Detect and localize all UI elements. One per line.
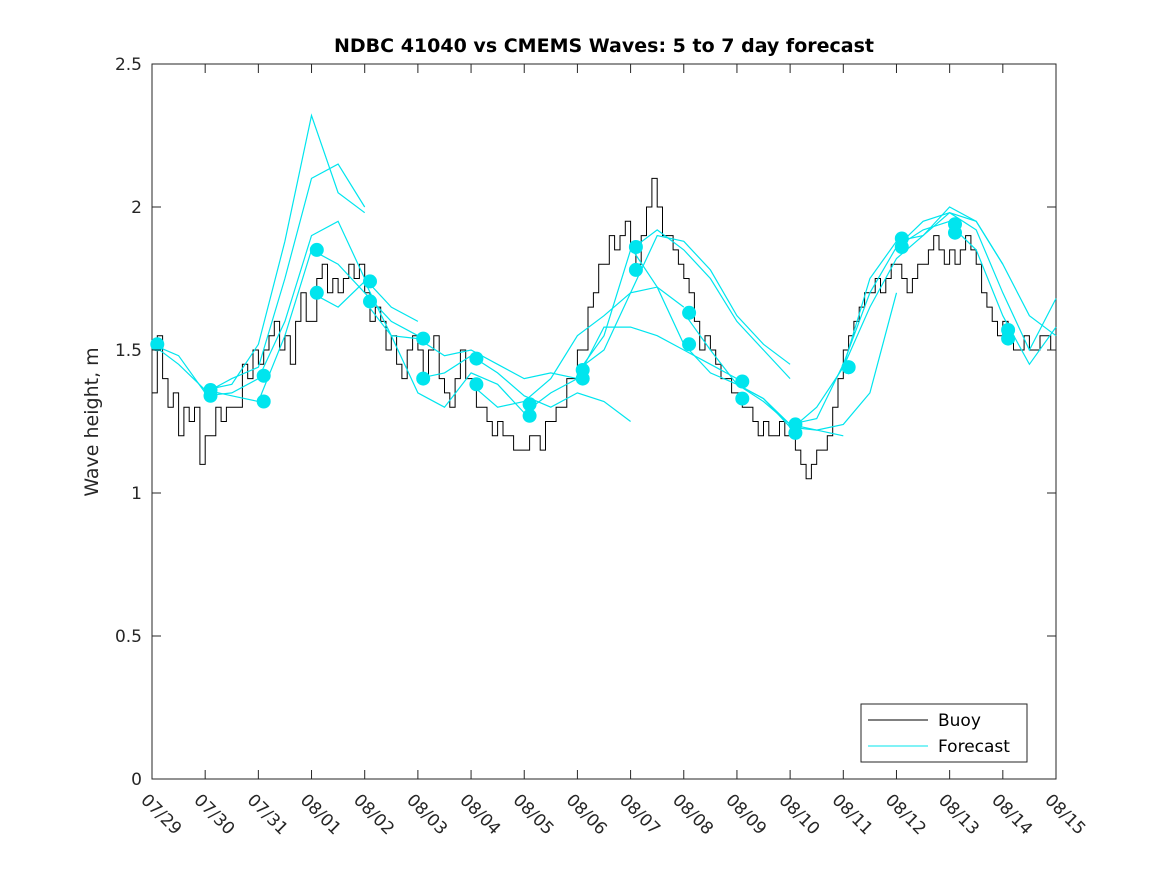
forecast-marker bbox=[894, 240, 909, 254]
forecast-line-2 bbox=[151, 163, 366, 394]
forecast-marker bbox=[735, 374, 750, 389]
x-tick-label: 08/06 bbox=[562, 790, 611, 839]
x-tick-label: 08/12 bbox=[881, 790, 930, 839]
x-tick-label: 08/13 bbox=[934, 790, 983, 839]
forecast-marker bbox=[256, 368, 271, 383]
x-tick-label: 08/03 bbox=[402, 790, 451, 839]
forecast-marker bbox=[363, 274, 377, 289]
y-tick-label: 2.5 bbox=[115, 55, 142, 75]
forecast-marker bbox=[841, 360, 856, 375]
x-tick-label: 08/05 bbox=[509, 790, 558, 839]
forecast-marker bbox=[256, 394, 271, 409]
y-tick-label: 2 bbox=[131, 198, 142, 218]
forecast-marker bbox=[203, 388, 218, 403]
x-tick-label: 08/14 bbox=[987, 790, 1036, 839]
forecast-marker bbox=[416, 371, 431, 386]
forecast-line-17 bbox=[896, 212, 1057, 352]
forecast-line-18 bbox=[949, 223, 1057, 366]
buoy-line bbox=[152, 177, 1056, 480]
x-tick-label: 08/11 bbox=[828, 790, 877, 839]
legend-box bbox=[860, 703, 1028, 763]
forecast-marker bbox=[150, 337, 165, 352]
x-tick-label: 08/09 bbox=[721, 790, 770, 839]
forecast-marker bbox=[682, 337, 697, 352]
x-tick-label: 07/29 bbox=[136, 790, 185, 839]
y-tick-label: 1 bbox=[131, 484, 142, 504]
forecast-marker bbox=[309, 285, 324, 300]
forecast-marker bbox=[628, 240, 643, 254]
x-tick-label: 07/31 bbox=[243, 790, 292, 839]
y-tick-label: 1.5 bbox=[115, 341, 142, 361]
legend-label-forecast: Forecast bbox=[938, 737, 1010, 757]
x-tick-label: 08/04 bbox=[456, 790, 505, 839]
plot-area bbox=[151, 63, 1057, 780]
forecast-marker bbox=[522, 408, 537, 423]
buoy-series bbox=[152, 177, 1056, 480]
x-tick-label: 07/30 bbox=[190, 790, 239, 839]
forecast-marker bbox=[469, 351, 484, 366]
y-axis-ticks: 0 0.5 1 1.5 2 2.5 bbox=[115, 55, 1056, 790]
forecast-line-10 bbox=[576, 229, 791, 380]
forecast-line-8 bbox=[470, 286, 685, 408]
x-tick-label: 08/08 bbox=[668, 790, 717, 839]
forecast-line-1 bbox=[151, 113, 366, 391]
y-tick-label: 0.5 bbox=[115, 627, 142, 647]
x-tick-label: 08/02 bbox=[349, 790, 398, 839]
forecast-line-16 bbox=[842, 206, 1057, 368]
x-tick-label: 08/15 bbox=[1040, 790, 1089, 839]
forecast-marker bbox=[788, 425, 803, 440]
legend: Buoy Forecast bbox=[860, 703, 1028, 763]
forecast-marker bbox=[1001, 331, 1016, 346]
forecast-marker bbox=[735, 391, 750, 406]
forecast-line-9 bbox=[523, 326, 738, 414]
forecast-line-3 bbox=[205, 220, 419, 397]
x-tick-label: 08/10 bbox=[775, 790, 824, 839]
x-tick-label: 08/07 bbox=[615, 790, 664, 839]
forecast-marker bbox=[682, 305, 697, 320]
x-tick-label: 08/01 bbox=[296, 790, 345, 839]
forecast-marker bbox=[416, 331, 431, 346]
forecast-marker bbox=[628, 262, 643, 277]
forecast-marker bbox=[575, 371, 590, 386]
forecast-marker bbox=[363, 294, 377, 309]
legend-label-buoy: Buoy bbox=[938, 711, 981, 731]
forecast-line-7 bbox=[417, 354, 631, 422]
y-axis-label: Wave height, m bbox=[81, 347, 103, 496]
forecast-marker bbox=[309, 242, 324, 257]
forecast-line-6 bbox=[364, 301, 578, 380]
forecast-markers bbox=[150, 217, 1016, 440]
forecast-marker bbox=[469, 377, 484, 392]
chart-title: NDBC 41040 vs CMEMS Waves: 5 to 7 day fo… bbox=[334, 35, 874, 57]
y-tick-label: 0 bbox=[131, 770, 142, 790]
forecast-line-5 bbox=[311, 280, 525, 414]
forecast-marker bbox=[948, 225, 962, 240]
forecast-marker bbox=[522, 397, 537, 412]
forecast-line-11 bbox=[577, 234, 791, 371]
